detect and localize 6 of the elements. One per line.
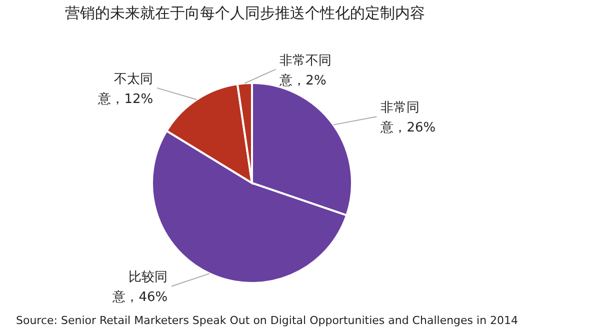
slice-label: 不太同意，12%: [97, 72, 154, 107]
slice-label: 比较同意，46%: [112, 270, 168, 306]
slice-label: 非常同意，26%: [380, 100, 436, 136]
source-note: Source: Senior Retail Marketers Speak Out on Digital Opportunities and Challenges in 2014: [16, 314, 518, 327]
slice-label: 非常不同意，2%: [278, 53, 332, 88]
chart-title: 营销的未来就在于向每个人同步推送个性化的定制内容: [64, 4, 426, 23]
